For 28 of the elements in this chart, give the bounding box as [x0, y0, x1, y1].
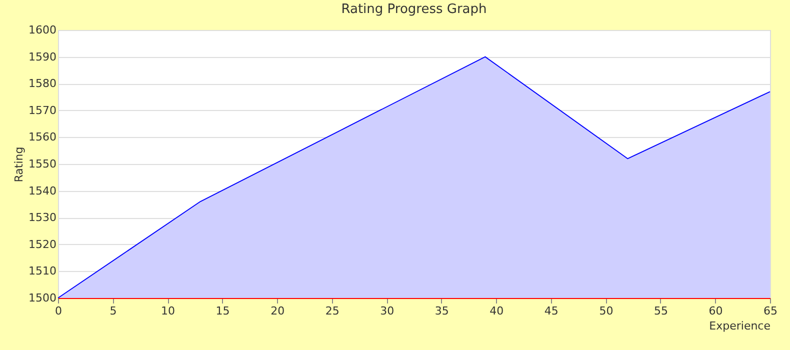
x-tick-label: 10: [161, 304, 176, 318]
chart-title: Rating Progress Graph: [341, 2, 487, 17]
y-tick-label: 1500: [28, 292, 56, 304]
x-tick-label: 55: [654, 304, 668, 318]
x-tick-label: 40: [490, 304, 504, 318]
y-tick-label: 1570: [28, 104, 56, 117]
x-tick-label: 25: [325, 304, 340, 318]
x-tick-label: 50: [599, 304, 614, 318]
y-axis-title: Rating: [12, 146, 26, 182]
y-tick-label: 1530: [28, 211, 56, 224]
y-tick-label: 1550: [28, 158, 56, 170]
x-tick-label: 5: [110, 304, 117, 318]
x-axis-title: Experience: [709, 320, 771, 332]
x-tick-label: 30: [380, 304, 394, 318]
y-tick-label: 1600: [28, 24, 56, 36]
y-tick-label: 1540: [28, 184, 56, 198]
x-tick-label: 15: [216, 304, 230, 318]
y-tick-label: 1590: [28, 50, 56, 64]
y-tick-label: 1560: [28, 130, 56, 144]
x-tick-label: 35: [434, 304, 449, 318]
x-tick-label: 65: [764, 304, 778, 318]
x-tick-label: 45: [544, 304, 558, 318]
x-tick-label: 0: [55, 304, 62, 318]
x-tick-label: 60: [708, 304, 723, 318]
y-tick-label: 1580: [28, 77, 56, 90]
x-tick-label: 20: [270, 304, 285, 318]
y-tick-label: 1510: [28, 264, 56, 278]
y-tick-label: 1520: [28, 238, 56, 251]
